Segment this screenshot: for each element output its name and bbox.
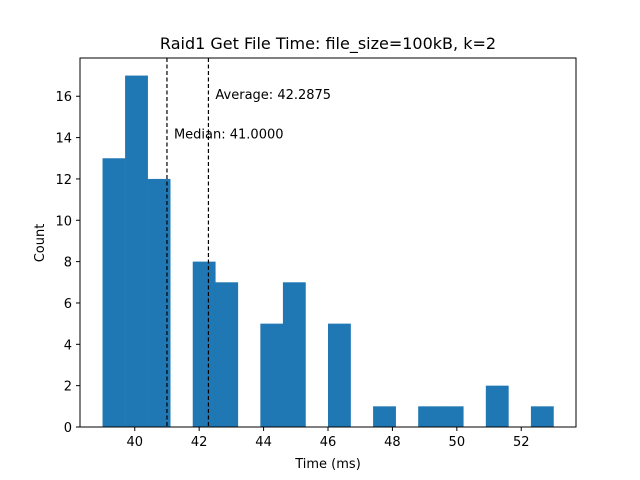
histogram-bar-15 bbox=[440, 406, 464, 427]
x-tick-label-2: 44 bbox=[255, 435, 272, 450]
x-tick-label-0: 40 bbox=[126, 435, 143, 450]
x-tick-label-1: 42 bbox=[191, 435, 208, 450]
x-tick-label-6: 52 bbox=[513, 435, 530, 450]
histogram-bar-0 bbox=[102, 158, 126, 427]
histogram-bars bbox=[102, 75, 554, 428]
reference-lines: Median: 41.0000 Average: 42.2875 bbox=[166, 58, 331, 427]
y-tick-label-0: 0 bbox=[64, 421, 72, 436]
y-tick-label-3: 6 bbox=[64, 297, 72, 312]
reference-line-label-0: Median: 41.0000 bbox=[174, 127, 284, 142]
y-tick-label-6: 12 bbox=[55, 173, 72, 188]
y-axis-ticks: 0 2 4 6 8 10 12 14 16 bbox=[55, 90, 80, 436]
histogram-bar-7 bbox=[260, 323, 284, 427]
histogram-bar-5 bbox=[215, 282, 239, 427]
y-tick-label-1: 2 bbox=[64, 380, 72, 395]
reference-line-label-1: Average: 42.2875 bbox=[215, 88, 331, 103]
y-axis-label: Count bbox=[33, 224, 48, 263]
x-tick-label-5: 50 bbox=[449, 435, 466, 450]
histogram-bar-2 bbox=[147, 178, 171, 427]
y-tick-label-5: 10 bbox=[55, 214, 72, 229]
histogram-bar-8 bbox=[282, 282, 306, 427]
x-tick-label-3: 46 bbox=[320, 435, 337, 450]
histogram-bar-17 bbox=[485, 385, 509, 427]
histogram-bar-4 bbox=[192, 261, 216, 427]
y-tick-label-7: 14 bbox=[55, 132, 72, 147]
y-tick-label-8: 16 bbox=[55, 90, 72, 105]
histogram-bar-12 bbox=[373, 406, 396, 427]
histogram-bar-1 bbox=[125, 75, 148, 428]
x-tick-label-4: 48 bbox=[384, 435, 401, 450]
x-axis-label: Time (ms) bbox=[294, 457, 361, 472]
y-tick-label-4: 8 bbox=[64, 256, 72, 271]
y-tick-label-2: 4 bbox=[64, 338, 72, 353]
chart-title: Raid1 Get File Time: file_size=100kB, k=… bbox=[160, 34, 496, 54]
x-axis-ticks: 40 42 44 46 48 50 52 bbox=[126, 427, 530, 450]
histogram-bar-14 bbox=[418, 406, 442, 427]
histogram-bar-10 bbox=[328, 323, 351, 427]
histogram-bar-19 bbox=[530, 406, 554, 427]
